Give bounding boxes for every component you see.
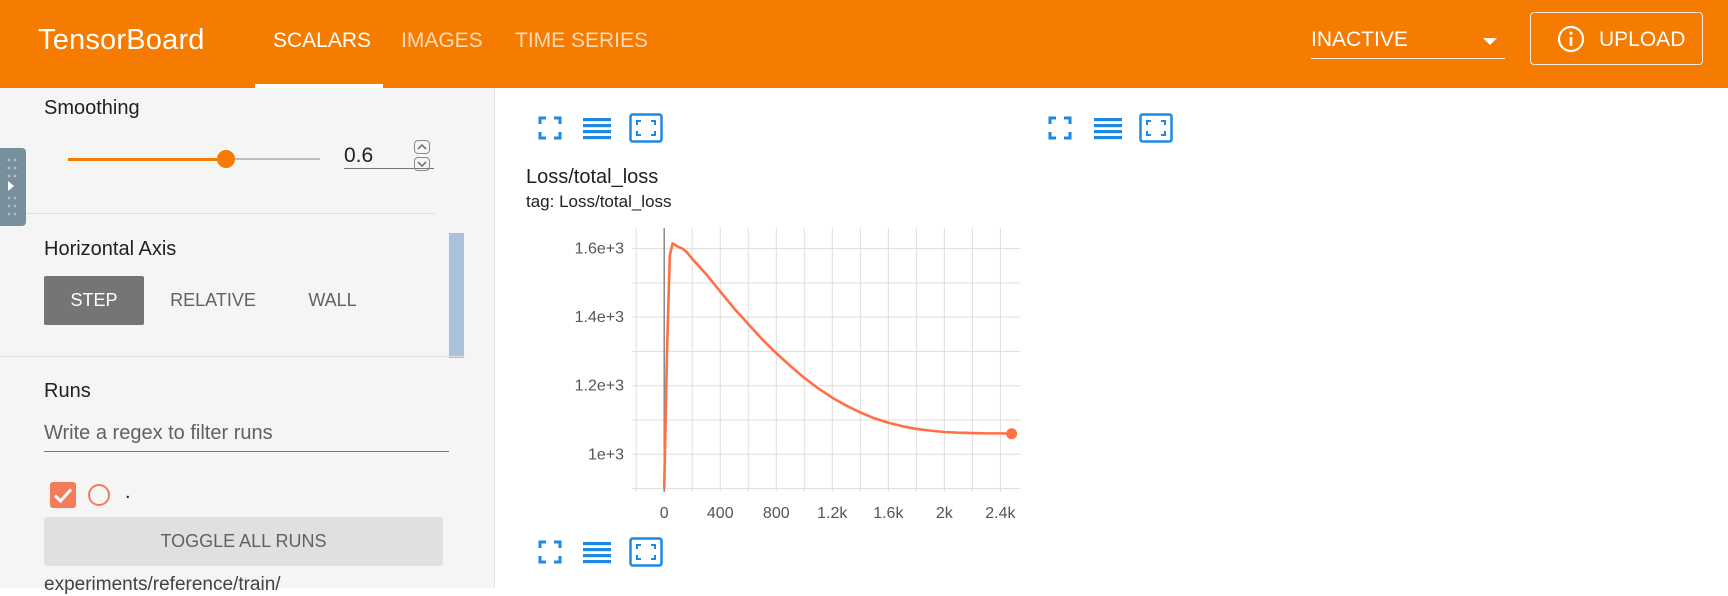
axis-wall-button[interactable]: WALL [308,290,357,310]
sidebar-collapse-handle[interactable] [0,148,26,226]
lines-icon[interactable] [582,116,612,145]
x-tick-label: 2.4k [985,505,1016,522]
fit-domain-icon[interactable] [629,113,663,148]
runs-filter-input[interactable] [44,418,449,448]
x-tick-label: 0 [660,505,669,522]
info-icon [1557,25,1585,53]
x-tick-label: 800 [763,505,790,522]
tab-scalars[interactable]: SCALARS [273,29,372,52]
section-divider [0,356,465,357]
smoothing-title: Smoothing [44,97,140,119]
status-select-value: INACTIVE [1311,28,1408,51]
run-color-radio[interactable] [88,484,110,506]
chevron-down-icon [1483,38,1497,45]
drag-handle-icon [7,158,17,216]
top-app-bar: TensorBoard SCALARS IMAGES TIME SERIES I… [0,0,1728,88]
fullscreen-icon[interactable] [538,540,562,569]
y-tick-label: 1e+3 [588,446,624,463]
smoothing-slider-thumb[interactable] [216,150,235,168]
x-tick-label: 1.6k [873,505,904,522]
upload-button[interactable]: UPLOAD [1530,12,1703,65]
y-axis-ticks: 1e+3 1.2e+3 1.4e+3 1.6e+3 [575,241,624,464]
x-tick-label: 1.2k [817,505,848,522]
lines-icon[interactable] [1093,116,1123,145]
runs-title: Runs [44,380,91,402]
decrement-button[interactable] [414,157,430,171]
chart-card-tag: tag: Loss/total_loss [526,192,672,211]
fit-domain-icon[interactable] [1139,113,1173,148]
upload-button-label: UPLOAD [1599,28,1686,51]
smoothing-slider-fill [68,158,226,161]
x-axis-ticks: 0 400 800 1.2k 1.6k 2k 2.4k [660,505,1017,522]
run-name: . [125,481,131,503]
plugin-status-select[interactable]: INACTIVE [1311,24,1505,59]
increment-button[interactable] [414,140,430,154]
runs-filter-field[interactable] [44,418,449,452]
run-checkbox[interactable] [50,482,76,508]
axis-relative-button[interactable]: RELATIVE [170,290,256,310]
check-icon [53,488,73,504]
fullscreen-icon[interactable] [1048,116,1072,145]
active-tab-indicator [255,84,383,88]
lines-icon[interactable] [582,540,612,569]
tab-time-series[interactable]: TIME SERIES [515,29,649,52]
series-line [662,242,1012,489]
toggle-all-runs-button[interactable]: TOGGLE ALL RUNS [44,517,443,566]
section-divider [0,213,435,214]
chart-series [662,242,1018,489]
fit-domain-icon[interactable] [629,537,663,572]
fullscreen-icon[interactable] [538,116,562,145]
axis-step-button[interactable]: STEP [44,276,144,325]
x-tick-label: 400 [707,505,734,522]
sidebar: Smoothing 0.6 Horizontal Axis STEP RELAT… [0,88,495,595]
smoothing-value: 0.6 [344,144,374,167]
chart-card-title: Loss/total_loss [526,166,659,188]
tab-images[interactable]: IMAGES [401,29,483,52]
chart-grid [632,228,1020,492]
sidebar-scrollbar[interactable] [449,233,464,358]
app-title: TensorBoard [38,24,205,56]
series-last-point [1006,428,1018,440]
smoothing-value-input[interactable]: 0.6 [344,138,434,169]
run-path: experiments/reference/train/ [44,574,281,595]
loss-line-chart[interactable]: 1e+3 1.2e+3 1.4e+3 1.6e+3 0 400 800 1.2k 1.6k 2k… [526,218,1026,530]
x-tick-label: 2k [936,505,954,522]
y-tick-label: 1.6e+3 [575,241,624,258]
y-tick-label: 1.2e+3 [575,378,624,395]
y-tick-label: 1.4e+3 [575,309,624,326]
horizontal-axis-title: Horizontal Axis [44,238,177,260]
